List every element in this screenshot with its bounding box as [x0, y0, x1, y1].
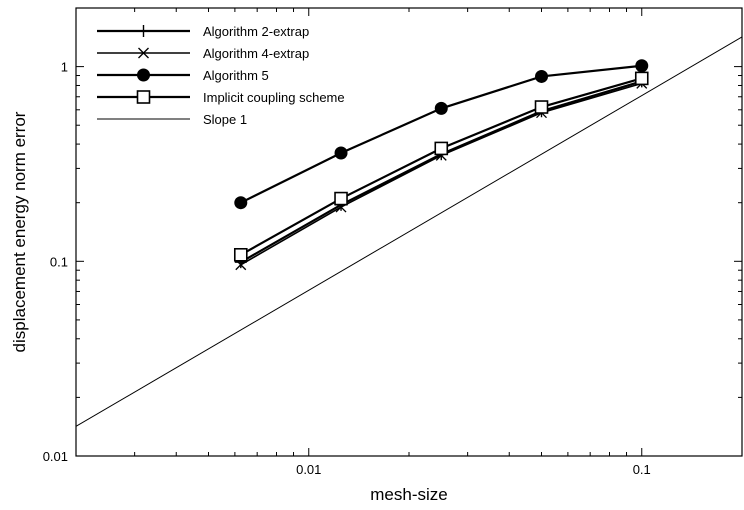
y-tick-label: 0.01 [43, 449, 68, 464]
legend-marker [138, 47, 149, 59]
data-point [635, 59, 649, 73]
legend-item-0: Algorithm 2-extrap [97, 24, 309, 39]
legend-item-3: Implicit coupling scheme [97, 90, 345, 105]
data-point [434, 101, 448, 115]
legend-label: Algorithm 2-extrap [203, 24, 309, 39]
y-tick-label: 0.1 [50, 254, 68, 269]
legend-item-4: Slope 1 [97, 112, 247, 127]
series-line [76, 36, 742, 427]
legend: Algorithm 2-extrap Algorithm 4-extrap Algo… [97, 24, 345, 127]
data-point [233, 247, 248, 262]
data-point [234, 196, 248, 210]
y-axis-title: displacement energy norm error [10, 111, 29, 352]
x-tick-label: 0.1 [633, 462, 651, 477]
data-point [334, 146, 348, 160]
legend-item-2: Algorithm 5 [97, 68, 269, 83]
data-point [334, 191, 348, 206]
data-point [534, 100, 549, 114]
series-3 [233, 71, 649, 262]
legend-label: Algorithm 4-extrap [203, 46, 309, 61]
legend-label: Algorithm 5 [203, 68, 269, 83]
series-line [240, 64, 642, 204]
legend-item-1: Algorithm 4-extrap [97, 46, 309, 61]
data-point [634, 71, 649, 86]
legend-marker [137, 68, 150, 82]
x-axis-title: mesh-size [370, 485, 447, 504]
axis-layer: 0.01 0.1 0.01 0.1 1 [43, 8, 742, 477]
legend-label: Slope 1 [203, 112, 247, 127]
legend-label: Implicit coupling scheme [203, 90, 345, 105]
series-4 [76, 36, 742, 427]
data-point [535, 69, 549, 83]
series-layer [233, 59, 649, 271]
y-tick-label: 1 [61, 60, 68, 75]
legend-marker [136, 90, 151, 104]
x-tick-label: 0.01 [296, 462, 321, 477]
series-2 [234, 59, 649, 210]
legend-marker [137, 25, 150, 37]
data-point [434, 141, 449, 156]
reference-line-layer [76, 36, 742, 427]
